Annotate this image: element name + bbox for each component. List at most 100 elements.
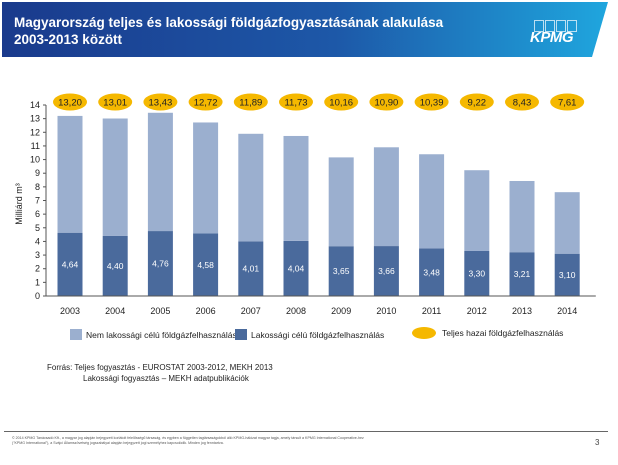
x-tick-label: 2009 — [331, 306, 351, 316]
x-tick-label: 2008 — [286, 306, 306, 316]
logo-text: KPMG — [530, 29, 574, 46]
total-ellipse-2003 — [53, 93, 87, 111]
total-ellipse-2014 — [550, 93, 585, 111]
legend-label: Lakossági célú földgázfelhasználás — [251, 329, 385, 340]
legend-item-total: Teljes hazai földgázfelhasználás — [412, 327, 563, 339]
bar-non-residential-2011 — [419, 154, 445, 249]
x-tick-label: 2005 — [150, 306, 170, 316]
y-tick-label: 10 — [30, 155, 40, 165]
data-label-total: 11,73 — [284, 98, 307, 109]
kpmg-logo: KPMG — [530, 20, 582, 46]
data-label-residential: 3,66 — [378, 266, 395, 276]
total-ellipse-2009 — [324, 93, 359, 111]
total-ellipse-2012 — [459, 93, 494, 111]
data-label-total: 10,16 — [329, 98, 353, 109]
title-line-1: Magyarország teljes és lakossági földgáz… — [14, 15, 444, 30]
x-tick-label: 2014 — [557, 306, 577, 316]
bar-non-residential-2010 — [373, 147, 399, 247]
y-tick-label: 0 — [35, 291, 40, 301]
bar-residential-2014 — [554, 253, 580, 296]
data-label-total: 13,01 — [103, 98, 127, 109]
x-tick-label: 2004 — [105, 306, 125, 316]
y-tick-label: 12 — [30, 127, 40, 137]
data-label-total: 13,43 — [149, 98, 173, 109]
y-tick-label: 4 — [35, 236, 40, 246]
chart-legend: Nem lakossági célú földgázfelhasználás L… — [0, 326, 618, 346]
data-label-total: 10,90 — [375, 98, 399, 109]
bar-residential-2013 — [509, 252, 535, 296]
bar-residential-2012 — [464, 250, 490, 296]
bars-layer — [57, 112, 580, 296]
labels-layer: 4,64 13,20 2003 4,40 13,01 2004 4,76 13,43 2005 4… — [53, 93, 585, 316]
legend-swatch-residential — [235, 329, 247, 340]
data-label-residential: 3,48 — [423, 267, 440, 277]
x-tick-label: 2013 — [512, 306, 532, 316]
header-banner: Magyarország teljes és lakossági földgáz… — [2, 2, 608, 57]
bar-non-residential-2007 — [238, 133, 264, 242]
data-label-total: 13,20 — [58, 98, 82, 109]
logo-boxes-icon — [534, 20, 577, 32]
y-tick-label: 9 — [35, 168, 40, 178]
x-tick-label: 2012 — [467, 306, 487, 316]
total-ellipse-2011 — [414, 93, 449, 111]
y-tick-label: 8 — [35, 182, 40, 192]
y-tick-label: 5 — [35, 223, 40, 233]
source-line-1: Forrás: Teljes fogyasztás - EUROSTAT 200… — [47, 363, 273, 372]
data-label-residential: 4,64 — [62, 259, 79, 269]
bar-non-residential-2005 — [147, 112, 173, 232]
x-tick-label: 2003 — [60, 306, 80, 316]
total-ellipse-2008 — [279, 93, 313, 111]
data-label-residential: 3,30 — [469, 268, 486, 278]
data-label-total: 8,43 — [513, 98, 532, 109]
y-tick-label: 6 — [35, 209, 40, 219]
legend-item-non-residential: Nem lakossági célú földgázfelhasználás — [70, 329, 237, 340]
legend-item-residential: Lakossági célú földgázfelhasználás — [235, 329, 384, 340]
bar-non-residential-2014 — [554, 192, 580, 254]
legend-label: Teljes hazai földgázfelhasználás — [442, 328, 564, 338]
legend-ellipse-total — [412, 327, 436, 339]
title-line-2: 2003-2013 között — [14, 32, 123, 47]
bar-non-residential-2006 — [193, 122, 219, 234]
footer-divider — [4, 431, 608, 432]
data-label-residential: 4,76 — [152, 259, 169, 269]
x-tick-label: 2006 — [196, 306, 216, 316]
data-label-total: 7,61 — [558, 98, 577, 109]
page-number: 3 — [595, 438, 600, 447]
source-line-2: Lakossági fogyasztás – MEKH adatpublikác… — [83, 374, 249, 383]
total-ellipse-2013 — [505, 93, 539, 111]
total-ellipse-2006 — [188, 93, 223, 111]
data-label-total: 9,22 — [468, 98, 487, 109]
bar-non-residential-2003 — [57, 115, 83, 233]
data-label-residential: 3,10 — [559, 270, 576, 280]
x-tick-label: 2010 — [376, 306, 396, 316]
data-label-residential: 3,21 — [514, 269, 531, 279]
y-tick-label: 11 — [31, 141, 40, 151]
bar-residential-2011 — [419, 248, 445, 296]
total-ellipse-2007 — [233, 93, 268, 111]
bar-non-residential-2004 — [102, 118, 128, 236]
x-tick-label: 2011 — [422, 306, 441, 316]
bar-residential-2008 — [283, 240, 309, 296]
bar-residential-2003 — [57, 232, 83, 296]
data-label-residential: 4,58 — [197, 260, 214, 270]
total-ellipse-2004 — [98, 93, 133, 111]
total-ellipse-2005 — [143, 93, 178, 111]
x-tick-label: 2007 — [241, 306, 261, 316]
bar-non-residential-2008 — [283, 135, 309, 241]
bar-residential-2007 — [238, 241, 264, 296]
y-axis-label-group: Milliárd m³ — [14, 183, 24, 225]
bar-residential-2010 — [373, 246, 399, 296]
bar-residential-2006 — [193, 233, 219, 296]
y-tick-label: 14 — [30, 100, 40, 110]
data-label-residential: 4,04 — [288, 263, 305, 273]
bar-non-residential-2013 — [509, 180, 535, 253]
data-label-residential: 3,65 — [333, 266, 350, 276]
page-title: Magyarország teljes és lakossági földgáz… — [14, 14, 443, 48]
total-ellipse-2010 — [369, 93, 404, 111]
footer-disclaimer: © 2014 KPMG Tanácsadó Kft., a magyar jog… — [12, 436, 364, 445]
data-label-total: 11,89 — [239, 98, 262, 109]
data-label-residential: 4,01 — [243, 264, 260, 274]
legend-label: Nem lakossági célú földgázfelhasználás — [86, 329, 237, 340]
